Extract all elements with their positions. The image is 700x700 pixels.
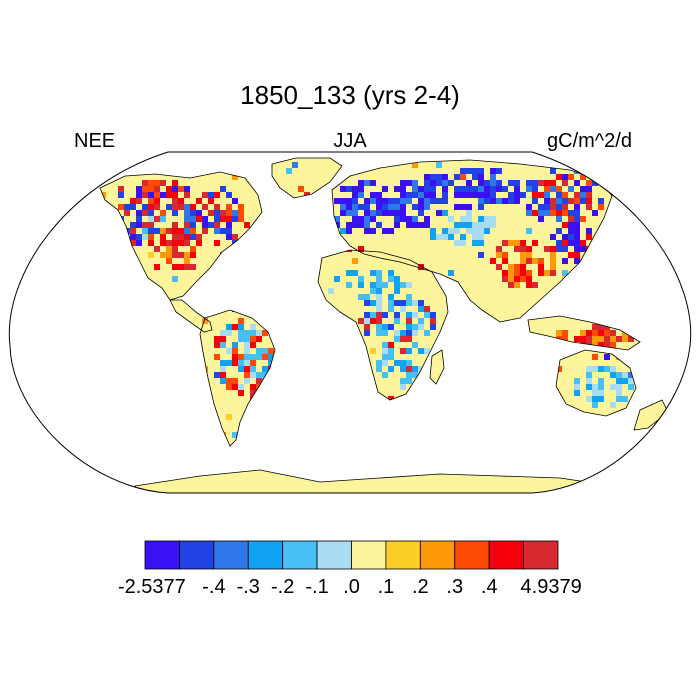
colorbar-tick-label: -.2 <box>270 576 295 598</box>
colorbar-tick-label: .0 <box>343 576 360 598</box>
variable-label: NEE <box>74 130 116 152</box>
colorbar-tick-label: -.3 <box>236 576 260 598</box>
season-label: JJA <box>333 130 367 152</box>
colorbar-tick-label: .4 <box>480 576 498 598</box>
colorbar-tick-label: 4.9379 <box>520 576 582 598</box>
coastlines <box>99 157 669 493</box>
map-frame <box>8 151 692 494</box>
colorbar-tick-label: -2.5377 <box>117 576 186 598</box>
map-title: 1850_133 (yrs 2-4) <box>240 80 460 110</box>
colorbar-tick-label: .2 <box>411 576 429 598</box>
colorbar-tick-label: -.4 <box>202 576 226 598</box>
colorbar-tick-label: .1 <box>377 576 395 598</box>
units-label: gC/m^2/d <box>547 130 632 152</box>
colorbar-tick-label: -.1 <box>305 576 329 598</box>
colorbar-tick-label: .3 <box>446 576 464 598</box>
